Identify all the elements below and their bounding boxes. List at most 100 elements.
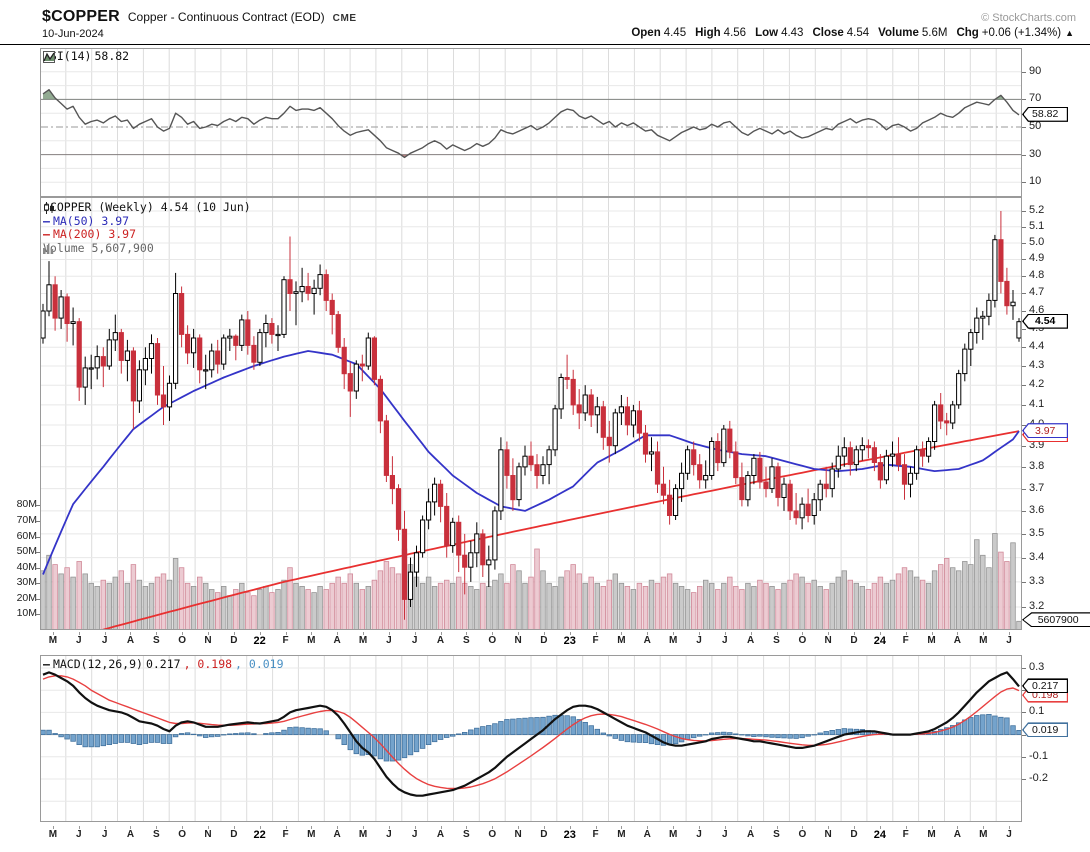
month-label: M xyxy=(617,829,626,840)
axis-label: 3.4 xyxy=(1029,550,1045,563)
exchange: CME xyxy=(332,13,357,24)
month-label: A xyxy=(953,635,962,646)
month-tick xyxy=(207,826,209,829)
volume-axis-label: 80M xyxy=(16,498,37,511)
axis-label: 4.3 xyxy=(1029,359,1045,371)
axis-label: 4.2 xyxy=(1029,378,1045,391)
volume-axis-label: 20M xyxy=(16,591,37,604)
axis-label: 3.5 xyxy=(1029,526,1045,539)
month-label: O xyxy=(178,635,187,646)
macd-panel xyxy=(40,655,1022,822)
axis-tick xyxy=(1022,293,1026,295)
axis-tick xyxy=(1022,779,1026,780)
month-label: A xyxy=(436,829,445,840)
axis-tick xyxy=(1022,404,1026,406)
month-tick xyxy=(259,826,261,829)
last-volume-badge: 5607900 xyxy=(1022,612,1090,628)
month-tick xyxy=(673,632,675,635)
volume-axis-label: 60M xyxy=(16,529,37,542)
macd-hist-badge: 0.019 xyxy=(1022,722,1068,738)
volume-axis-tick xyxy=(36,552,40,554)
month-label: 24 xyxy=(873,635,886,647)
volume-axis-label: 50M xyxy=(16,545,37,558)
chart-header: $COPPER Copper - Continuous Contract (EO… xyxy=(42,8,357,26)
axis-tick xyxy=(1022,385,1026,387)
axis-tick xyxy=(1022,366,1026,367)
candlestick-icon xyxy=(44,201,54,214)
axis-tick xyxy=(1022,127,1026,128)
macd-line-icon: — xyxy=(43,657,50,671)
month-label: J xyxy=(722,829,728,840)
macd-legend: — MACD(12,26,9) 0.217 , 0.198 , 0.019 xyxy=(43,657,284,672)
month-label: J xyxy=(411,635,418,646)
month-label: A xyxy=(643,829,651,840)
month-tick xyxy=(518,632,520,635)
month-label: A xyxy=(126,635,135,646)
axis-label: 0.1 xyxy=(1029,705,1045,718)
month-label: O xyxy=(798,829,807,840)
month-label: O xyxy=(178,829,187,840)
quote-label: Low xyxy=(755,27,779,39)
axis-tick xyxy=(1022,276,1026,278)
month-tick xyxy=(233,826,235,829)
axis-tick xyxy=(1022,557,1026,559)
month-tick xyxy=(337,632,339,635)
month-tick xyxy=(931,826,933,829)
month-tick xyxy=(466,632,468,635)
month-label: D xyxy=(540,829,548,840)
month-tick xyxy=(905,632,907,635)
month-label: M xyxy=(927,635,936,646)
month-label: 22 xyxy=(253,635,266,647)
axis-label: 4.9 xyxy=(1029,252,1045,265)
month-tick xyxy=(854,632,856,635)
month-label: S xyxy=(152,635,160,646)
month-label: A xyxy=(643,635,651,646)
month-tick xyxy=(673,826,675,829)
month-tick xyxy=(78,826,80,829)
instrument-name: Copper - Continuous Contract (EOD) xyxy=(127,10,325,24)
month-label: S xyxy=(773,635,780,646)
axis-tick xyxy=(1022,242,1026,244)
month-tick xyxy=(1009,826,1011,829)
month-tick xyxy=(78,632,80,635)
month-label: F xyxy=(902,829,909,840)
month-label: D xyxy=(850,829,858,840)
price-panel xyxy=(40,197,1022,630)
month-tick xyxy=(595,632,597,635)
axis-tick xyxy=(1022,328,1026,330)
ma200-line-icon: — xyxy=(43,227,50,241)
month-tick xyxy=(776,632,778,635)
last-price-badge: 4.54 xyxy=(1022,313,1068,329)
axis-tick xyxy=(1022,488,1026,490)
month-label: A xyxy=(126,829,135,840)
axis-tick xyxy=(1022,466,1026,468)
month-tick xyxy=(983,826,985,829)
month-tick xyxy=(207,632,209,635)
month-label: 23 xyxy=(563,635,576,647)
axis-tick xyxy=(1022,533,1026,535)
month-label: N xyxy=(204,635,212,646)
macd-legend-name: MACD(12,26,9) xyxy=(52,657,143,671)
quote-label: High xyxy=(695,27,721,39)
month-tick xyxy=(750,632,752,635)
month-label: O xyxy=(488,635,497,646)
month-label: J xyxy=(696,829,702,840)
month-tick xyxy=(1009,632,1011,635)
month-label: F xyxy=(592,635,599,646)
month-label: N xyxy=(204,829,212,840)
month-label: J xyxy=(1006,635,1012,646)
quote-label: Close xyxy=(812,27,844,39)
axis-tick xyxy=(1022,226,1026,228)
axis-label: -0.2 xyxy=(1029,772,1048,784)
month-tick xyxy=(647,632,649,635)
stockcharts-credit: © StockCharts.com xyxy=(981,12,1076,24)
month-tick xyxy=(104,632,106,635)
month-label: M xyxy=(979,829,988,840)
month-label: A xyxy=(747,635,755,646)
month-label: D xyxy=(230,829,238,840)
axis-tick xyxy=(1022,668,1026,669)
volume-axis-tick xyxy=(36,598,40,600)
month-label: N xyxy=(514,829,522,840)
axis-label: 4.8 xyxy=(1029,269,1045,282)
quote-value: 4.54 xyxy=(846,27,870,39)
